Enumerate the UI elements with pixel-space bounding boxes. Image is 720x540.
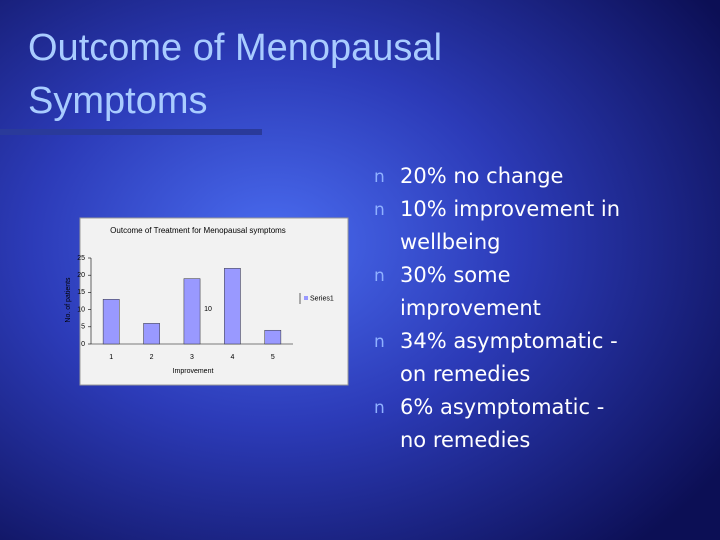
y-tick-label: 10 [77, 306, 85, 313]
y-tick-label: 15 [77, 289, 85, 296]
chart: Outcome of Treatment for Menopausal symp… [65, 217, 349, 386]
bullet-marker: n [374, 398, 385, 418]
bullet-text: on remedies [400, 362, 530, 386]
bullet-marker: n [374, 200, 385, 220]
x-tick-label: 3 [190, 354, 194, 361]
slide-title: Outcome of Menopausal [28, 27, 442, 69]
bullet-marker: n [374, 167, 385, 187]
bullet-text: wellbeing [400, 230, 501, 254]
y-tick-label: 0 [81, 341, 85, 348]
bullet-text: improvement [400, 296, 541, 320]
chart-title: Outcome of Treatment for Menopausal symp… [110, 226, 286, 235]
annotation: 10 [204, 306, 212, 313]
title-underline [0, 129, 262, 135]
bullet-marker: n [374, 332, 385, 352]
legend-swatch [304, 296, 308, 300]
bullet-text: 20% no change [400, 164, 563, 188]
x-axis-label: Improvement [173, 368, 214, 375]
y-tick-label: 20 [77, 272, 85, 279]
x-tick-label: 1 [109, 354, 113, 361]
y-axis-label: No. of patients [65, 277, 72, 323]
bar [264, 329, 282, 345]
x-tick-label: 5 [271, 354, 275, 361]
chart-background [79, 217, 349, 386]
bullet-text: 10% improvement in [400, 197, 620, 221]
y-tick-label: 5 [81, 324, 85, 331]
bar [102, 299, 120, 345]
bullet-marker: n [374, 266, 385, 286]
bullet-text: 6% asymptomatic - [400, 395, 604, 419]
bar [224, 268, 241, 345]
legend-label: Series1 [310, 295, 334, 302]
bar [143, 323, 160, 345]
bullet-text: 30% some [400, 263, 511, 287]
bullet-list: n 20% no change n 10% improvement in wellbei… [374, 164, 620, 452]
slide-title: Symptoms [28, 80, 207, 122]
x-tick-label: 4 [230, 354, 234, 361]
bullet-text: no remedies [400, 428, 530, 452]
bar [183, 278, 201, 345]
x-tick-label: 2 [150, 354, 154, 361]
bullet-text: 34% asymptomatic - [400, 329, 618, 353]
y-tick-label: 25 [77, 255, 85, 262]
